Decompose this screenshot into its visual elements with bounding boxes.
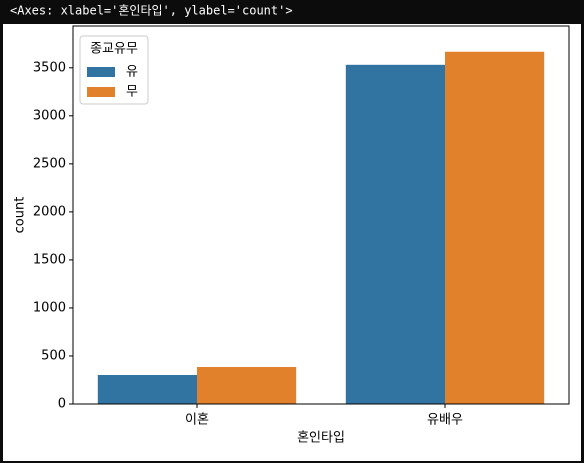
bar (345, 64, 445, 404)
y-tick-label: 2500 (33, 156, 66, 171)
legend-label: 무 (126, 85, 138, 100)
bar (97, 374, 197, 404)
y-tick-label: 1000 (33, 300, 66, 315)
y-tick-label: 2000 (33, 204, 66, 219)
x-tick-label: 유배우 (427, 413, 463, 428)
y-axis-label: count (13, 197, 28, 234)
y-tick-label: 500 (41, 348, 66, 363)
bar (197, 367, 297, 404)
legend-label: 유 (126, 65, 138, 80)
legend-swatch (87, 87, 115, 97)
legend-swatch (87, 67, 115, 77)
y-tick-label: 1500 (33, 252, 66, 267)
axes-frame (72, 25, 570, 405)
y-tick-label: 0 (58, 397, 66, 412)
bar (445, 51, 545, 404)
legend-title: 종교유무 (90, 42, 138, 57)
y-tick-label: 3500 (33, 60, 66, 75)
y-tick-label: 3000 (33, 108, 66, 123)
x-tick-label: 이혼 (185, 413, 209, 428)
x-axis-label: 혼인타입 (297, 431, 345, 446)
output-text: <Axes: xlabel='혼인타입', ylabel='count'> (10, 4, 293, 18)
